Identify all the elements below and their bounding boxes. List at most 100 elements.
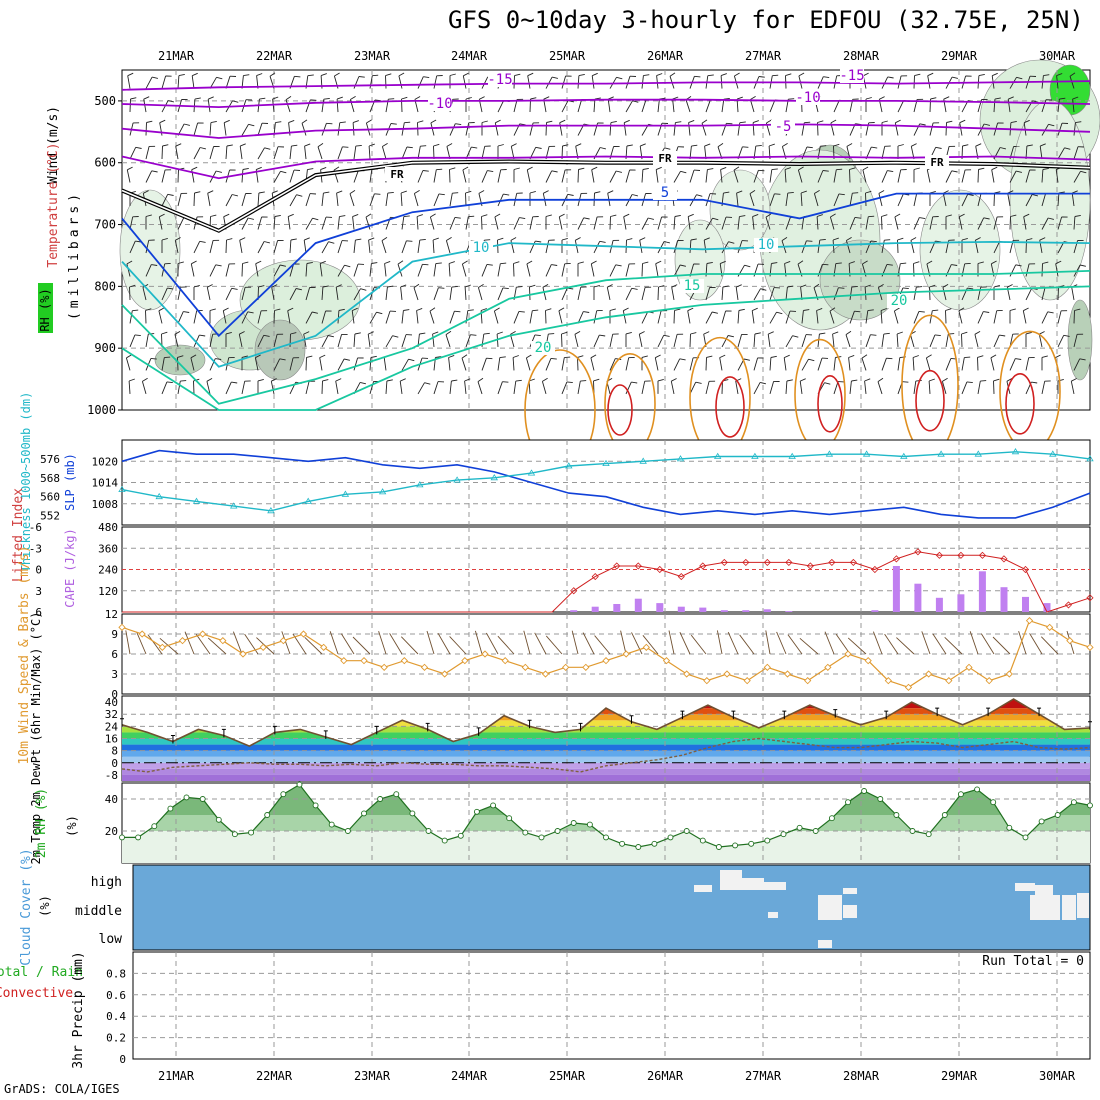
wind-barb-321 [477, 377, 484, 395]
barb-staff [929, 286, 931, 300]
barb-flag [191, 166, 198, 171]
barb-staff [321, 335, 329, 348]
wind-barb-273 [432, 237, 439, 254]
barb-flag [291, 144, 298, 147]
barb-staff [413, 193, 419, 207]
wind-barb-587 [785, 379, 793, 394]
barb-flag [642, 167, 649, 170]
wind-barb-32 [161, 169, 172, 183]
wind10m-barb-39 [739, 634, 755, 655]
wind-barb-838 [1073, 358, 1086, 371]
barb-staff [369, 357, 372, 371]
temp-band-4 [122, 750, 1090, 757]
li-point-45 [1086, 594, 1094, 602]
barb-flag [392, 335, 399, 338]
cape-bar-38 [935, 597, 943, 612]
wind-barb-260 [417, 263, 429, 277]
barb-flag [350, 96, 356, 100]
barb-flag [151, 264, 158, 266]
contour-label-12: 20 [891, 293, 908, 309]
rh-point-34 [667, 834, 674, 841]
barb-flag [951, 170, 958, 173]
slp-tick-1014: 1014 [92, 477, 119, 490]
thickness-tick-552: 552 [40, 510, 60, 523]
wind-barb-695 [913, 286, 923, 301]
wind-barb-366 [545, 120, 553, 136]
barb-flag [624, 119, 630, 124]
wind-barb-255 [417, 145, 427, 160]
barb-flag [1063, 334, 1070, 337]
barb-flag [819, 238, 826, 241]
barb-staff [977, 123, 985, 136]
wind-barb-248 [401, 309, 410, 324]
barb-staff [721, 99, 725, 113]
wind-tick-12: 12 [105, 608, 118, 621]
barb-staff [158, 310, 163, 324]
wind-barb-403 [574, 331, 581, 348]
wind-barb-177 [321, 285, 329, 300]
barb-staff [512, 357, 515, 371]
barb-flag [742, 146, 749, 148]
wind-barb-668 [880, 308, 887, 324]
barb-flag [980, 380, 987, 382]
barb-staff [609, 170, 617, 183]
barb-flag [127, 72, 134, 77]
wind-barb-516 [705, 355, 713, 371]
barb-staff [833, 381, 839, 395]
barb-flag [1010, 120, 1017, 124]
barb-staff [817, 357, 823, 371]
barb-flag [927, 72, 934, 77]
barb-flag [707, 74, 714, 77]
barb-flag [290, 332, 297, 335]
contour-10 [121, 240, 1091, 368]
barb-flag [275, 121, 282, 124]
wind-barb-350 [527, 72, 534, 89]
barb-staff [129, 286, 131, 300]
wind-barb-823 [1057, 334, 1070, 348]
barb-flag [280, 264, 286, 267]
barb-flag [312, 311, 318, 314]
wind-speed-point-21 [541, 670, 550, 678]
barb-staff [545, 240, 550, 254]
wind-barb-723 [942, 284, 949, 301]
barb-flag [862, 260, 868, 265]
barb-flag [210, 214, 217, 217]
barb-flag [429, 307, 436, 312]
wind-barb-300 [465, 215, 475, 230]
barb-flag [552, 76, 558, 79]
barb-staff [816, 216, 819, 230]
wind-barb-564 [769, 168, 778, 183]
wind-barb-289 [449, 285, 458, 301]
wind-barb-9 [129, 284, 136, 300]
barb-flag [388, 98, 395, 100]
barb-flag [679, 358, 686, 361]
barb-flag [919, 217, 926, 220]
wind-barb-524 [721, 216, 733, 230]
wind-barb-166 [305, 355, 313, 371]
wind-barb-738 [958, 307, 965, 324]
li-point-23 [613, 562, 621, 570]
barb-flag [894, 213, 901, 218]
wind-speed-point-30 [723, 670, 731, 678]
wind-barb-718 [945, 170, 958, 183]
wind-barb-159 [305, 193, 317, 207]
barb-staff [449, 217, 456, 230]
cape-bar-24 [634, 598, 642, 612]
barb-flag [543, 190, 549, 194]
barb-flag [372, 74, 379, 77]
barb-staff [625, 288, 633, 301]
barb-staff [433, 75, 438, 89]
barb-flag [445, 330, 452, 335]
barb-flag [478, 284, 484, 288]
barb-staff [785, 217, 791, 230]
rh-point-52 [957, 791, 964, 798]
barb-flag [897, 237, 904, 241]
temp-errbar-12 [425, 722, 430, 732]
barb-flag [484, 239, 491, 241]
barb-staff [607, 99, 611, 113]
wind-barb-806 [1041, 261, 1049, 277]
rh-point-57 [1038, 818, 1045, 825]
barb-flag [134, 334, 141, 337]
wind-barb-413 [593, 240, 606, 254]
